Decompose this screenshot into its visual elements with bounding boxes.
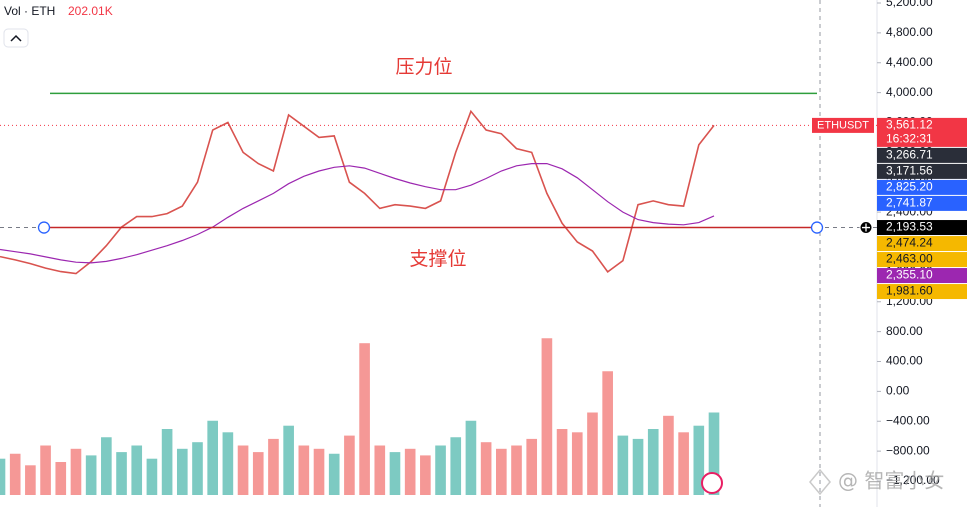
volume-bar (313, 448, 325, 495)
volume-bar (632, 438, 644, 495)
y-tick-label: 4,400.00 (886, 55, 933, 69)
volume-bar (465, 420, 477, 495)
volume-bar (374, 445, 386, 495)
volume-bar (268, 438, 279, 495)
volume-bar (101, 437, 112, 495)
price-tag (877, 117, 967, 147)
volume-bar (435, 445, 446, 495)
plus-icon (862, 223, 870, 232)
volume-bar (587, 412, 598, 495)
y-tick-label: −400.00 (886, 413, 930, 427)
y-tick-label: 4,800.00 (886, 25, 933, 39)
volume-bar (663, 415, 674, 495)
volume-bar (647, 429, 659, 495)
y-tick-label: 0.00 (886, 384, 910, 398)
volume-bar (404, 448, 416, 495)
price-tag-label: 2,741.87 (886, 196, 933, 210)
volume-bar (571, 432, 583, 495)
price-tag-label: 2,355.10 (886, 268, 933, 282)
price-tag (877, 220, 967, 236)
y-tick-label: 4,000.00 (886, 85, 933, 99)
y-tick-label: −1,200.00 (886, 473, 940, 487)
volume-bar (541, 338, 553, 495)
price-tag (877, 284, 967, 300)
price-tag-label: 2,463.00 (886, 252, 933, 266)
volume-bar (298, 445, 310, 495)
volume-bar (237, 445, 249, 495)
y-tick-label: 800.00 (886, 324, 923, 338)
symbol-tag (812, 117, 874, 133)
volume-bar (207, 420, 218, 495)
price-tag-label: 1,981.60 (886, 284, 933, 298)
watermark-icon (809, 468, 831, 496)
volume-bar (708, 412, 720, 495)
volume-bar (25, 465, 36, 495)
volume-bar (344, 435, 355, 495)
volume-bar (617, 435, 629, 495)
volume-bar (526, 438, 538, 495)
volume-bar (283, 425, 294, 495)
price-line (0, 109, 715, 275)
level-label: 支撑位 (409, 248, 466, 270)
price-tag (877, 195, 967, 211)
volume-bar (116, 452, 127, 495)
volume-bar (9, 453, 21, 495)
price-tag (877, 268, 967, 284)
price-tag (877, 163, 967, 179)
price-tag (877, 236, 967, 252)
volume-bar (161, 429, 173, 495)
price-tag-label: 2,825.20 (886, 180, 933, 194)
price-tag (877, 252, 967, 268)
collapse-button[interactable] (3, 28, 29, 48)
volume-bar (328, 453, 340, 495)
volume-bar (359, 343, 370, 495)
moving-average-line (0, 163, 715, 264)
price-tag-label: 3,561.12 (886, 118, 933, 132)
level-label: 压力位 (395, 56, 452, 78)
volume-bar (678, 432, 689, 495)
header-label: Vol · ETH (4, 4, 55, 18)
volume-bar (85, 455, 97, 495)
y-tick-label: −800.00 (886, 443, 930, 457)
volume-bar (192, 442, 203, 495)
volume-bar (0, 458, 6, 495)
price-tag (877, 147, 967, 163)
price-tag-label: 3,266.71 (886, 148, 933, 162)
volume-bar (146, 458, 158, 495)
y-tick-label: 5,200.00 (886, 0, 933, 9)
y-tick-label: 400.00 (886, 354, 923, 368)
volume-bar (602, 371, 613, 495)
price-tag-label: 3,171.56 (886, 164, 933, 178)
volume-bar (480, 442, 492, 495)
symbol-tag-label: ETHUSDT (817, 119, 869, 131)
volume-bar (693, 425, 705, 495)
volume-bar (70, 448, 82, 495)
volume-bar (496, 448, 507, 495)
level-handle (810, 221, 824, 234)
price-tag (877, 179, 967, 195)
level-handle (37, 221, 51, 234)
price-tag-label: 2,474.24 (886, 236, 933, 250)
volume-bar (176, 448, 188, 495)
volume-bar (252, 452, 264, 495)
price-tag-label: 2,193.53 (886, 220, 933, 234)
volume-bar (222, 432, 234, 495)
logo-badge (701, 472, 723, 494)
volume-bar (556, 429, 568, 495)
volume-bar (450, 437, 462, 495)
volume-bar (55, 462, 67, 495)
volume-bar (420, 455, 431, 495)
volume-bar (40, 445, 51, 495)
header-value: 202.01K (68, 4, 113, 18)
volume-bar (511, 445, 522, 495)
volume-bar (131, 445, 143, 495)
watermark: @ 智富小女 (838, 469, 944, 493)
chevron-icon (10, 34, 22, 42)
price-tag-time: 16:32:31 (886, 132, 933, 146)
volume-bar (389, 452, 401, 495)
